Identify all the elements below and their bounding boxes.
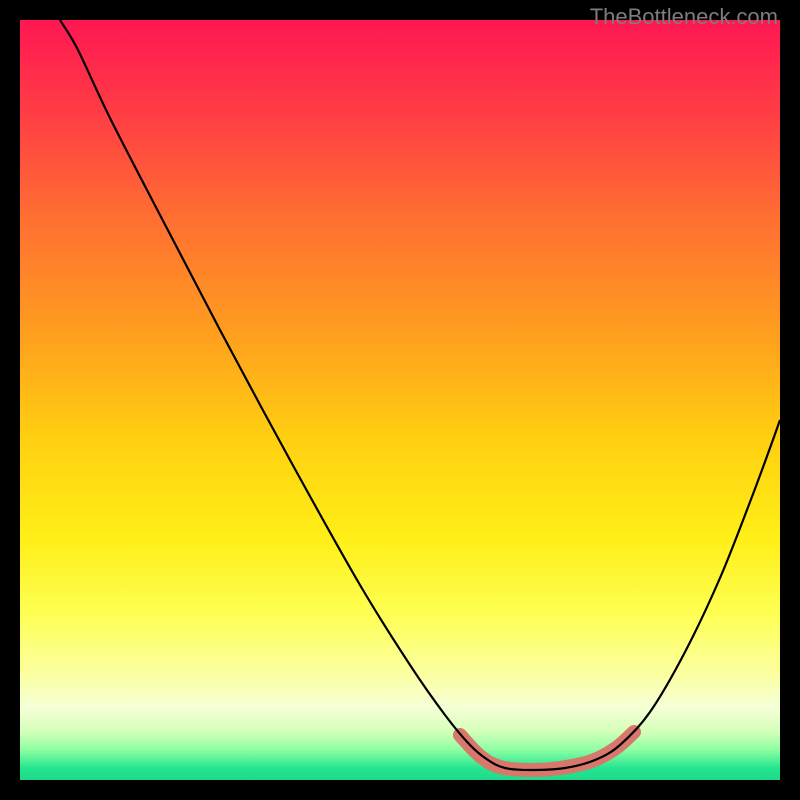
chart-svg [0,0,800,800]
chart-canvas: TheBottleneck.com [0,0,800,800]
plot-background-gradient [20,20,780,780]
